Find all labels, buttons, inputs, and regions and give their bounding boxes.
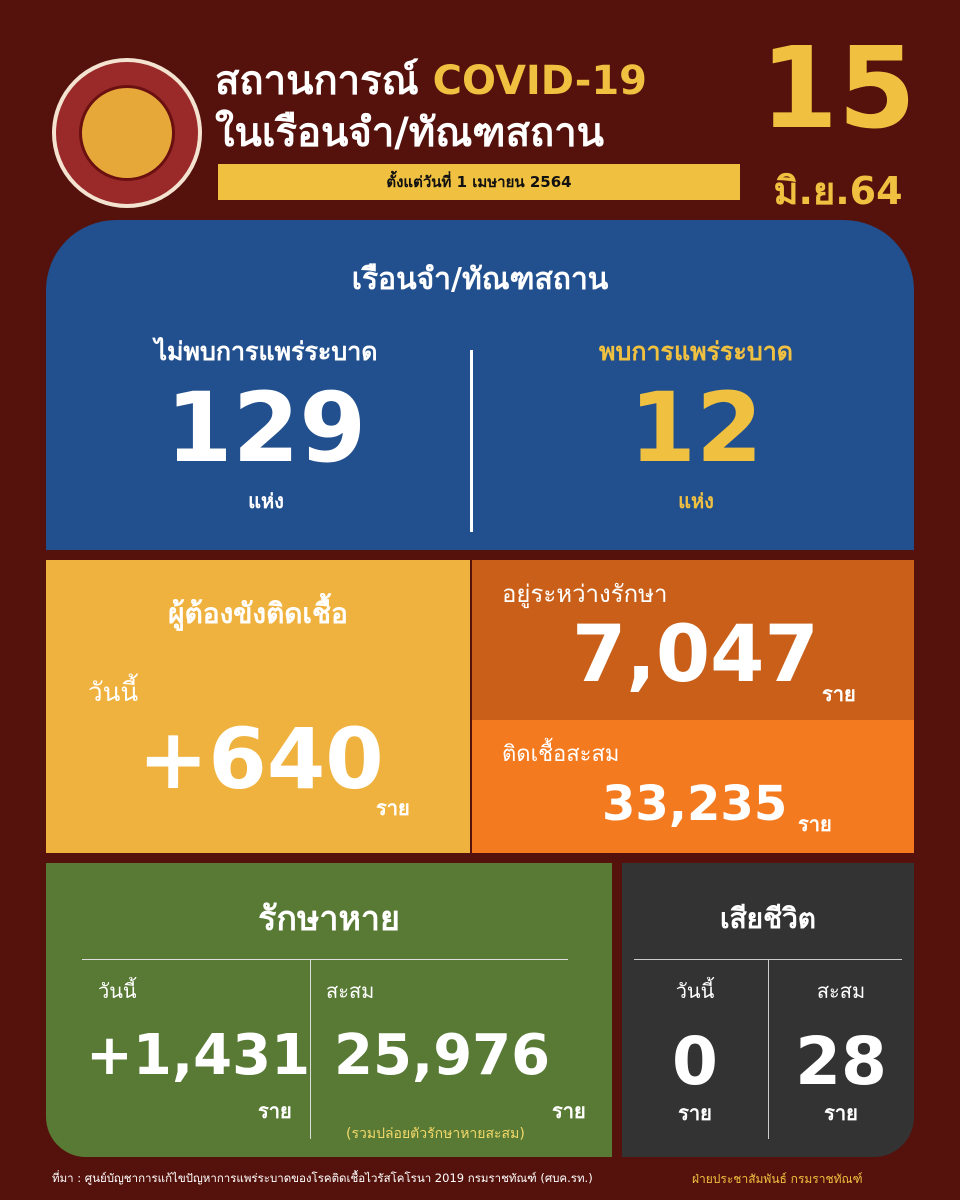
- recovered-total-value: 25,976: [334, 1023, 551, 1088]
- infected-today-label: วันนี้: [88, 678, 139, 708]
- deaths-panel: เสียชีวิต วันนี้ 0 ราย สะสม 28 ราย: [622, 863, 914, 1157]
- outbreak-unit: แห่ง: [678, 489, 714, 513]
- recovered-heading: รักษาหาย: [258, 899, 400, 939]
- prisons-heading: เรือนจำ/ทัณฑสถาน: [351, 262, 609, 297]
- deaths-heading: เสียชีวิต: [720, 902, 816, 935]
- deaths-today-label: วันนี้: [675, 979, 715, 1003]
- divider: [768, 959, 769, 1139]
- recovered-total-unit: ราย: [552, 1099, 586, 1123]
- recovered-note: (รวมปล่อยตัวรักษาหายสะสม): [346, 1126, 525, 1142]
- divider: [470, 350, 473, 532]
- deaths-today-unit: ราย: [678, 1101, 712, 1125]
- title-line-2: ในเรือนจำ/ทัณฑสถาน: [215, 110, 605, 156]
- deaths-total-value: 28: [795, 1023, 887, 1100]
- outbreak-value: 12: [629, 372, 763, 484]
- footer-source: ที่มา : ศูนย์บัญชาการแก้ไขปัญหาการแพร่ระ…: [52, 1171, 593, 1185]
- cumulative-value: 33,235: [602, 776, 788, 832]
- footer-credit: ฝ่ายประชาสัมพันธ์ กรมราชทัณฑ์: [692, 1172, 863, 1186]
- department-logo: [52, 58, 202, 208]
- date-month: มิ.ย.64: [773, 169, 903, 213]
- treating-unit: ราย: [822, 682, 856, 706]
- infected-unit: ราย: [376, 796, 410, 820]
- treating-value: 7,047: [572, 610, 819, 700]
- prisons-panel: เรือนจำ/ทัณฑสถาน ไม่พบการแพร่ระบาด 129 แ…: [46, 220, 914, 550]
- cumulative-label: ติดเชื้อสะสม: [502, 742, 620, 767]
- recovered-today-unit: ราย: [258, 1099, 292, 1123]
- since-banner: ตั้งแต่วันที่ 1 เมษายน 2564: [218, 164, 740, 200]
- no-outbreak-unit: แห่ง: [248, 489, 284, 513]
- infected-today-value: +640: [138, 710, 384, 808]
- divider: [310, 959, 311, 1139]
- outbreak-label: พบการแพร่ระบาด: [599, 337, 793, 366]
- deaths-today-value: 0: [672, 1023, 718, 1100]
- recovered-panel: รักษาหาย วันนี้ +1,431 ราย สะสม 25,976 ร…: [46, 863, 612, 1157]
- logo-emblem: [79, 85, 175, 181]
- divider: [82, 959, 568, 960]
- deaths-total-unit: ราย: [824, 1101, 858, 1125]
- infected-heading: ผู้ต้องขังติดเชื้อ: [168, 597, 348, 630]
- title-line-1: สถานการณ์ COVID-19: [215, 48, 647, 112]
- no-outbreak-label: ไม่พบการแพร่ระบาด: [154, 337, 378, 366]
- title-covid: COVID-19: [432, 58, 647, 104]
- title-th: สถานการณ์: [215, 58, 419, 104]
- cumulative-panel: ติดเชื้อสะสม 33,235 ราย: [472, 720, 914, 853]
- recovered-today-label: วันนี้: [98, 979, 137, 1003]
- deaths-total-label: สะสม: [816, 979, 866, 1003]
- infected-panel: ผู้ต้องขังติดเชื้อ วันนี้ +640 ราย: [46, 560, 470, 853]
- date-day: 15: [760, 24, 916, 154]
- no-outbreak-value: 129: [165, 372, 367, 484]
- cumulative-unit: ราย: [798, 812, 832, 836]
- treating-label: อยู่ระหว่างรักษา: [502, 580, 668, 608]
- treating-panel: อยู่ระหว่างรักษา 7,047 ราย: [472, 560, 914, 720]
- recovered-total-label: สะสม: [326, 979, 375, 1003]
- recovered-today-value: +1,431: [86, 1023, 311, 1088]
